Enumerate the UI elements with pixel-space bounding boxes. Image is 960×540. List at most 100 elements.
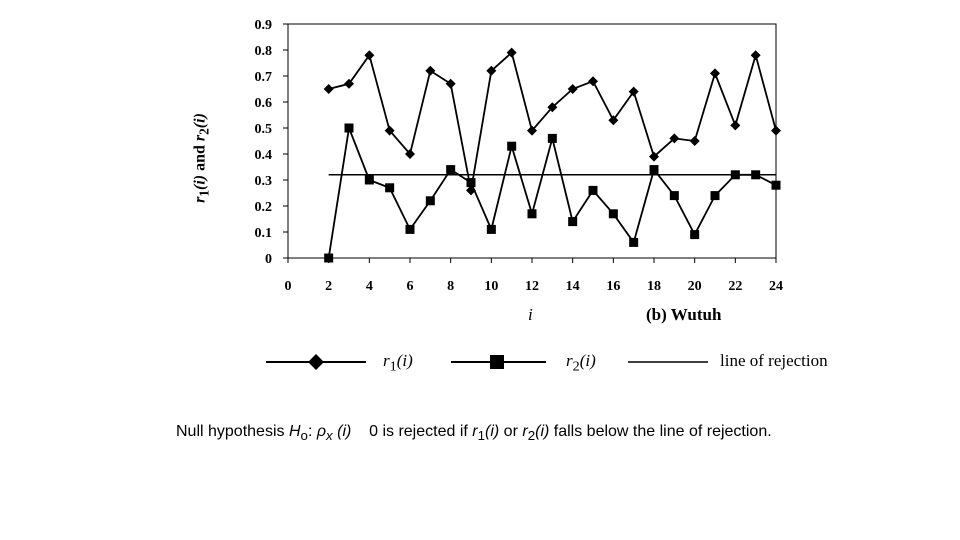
y-tick-label: 0.9 (255, 18, 273, 33)
plot-area (287, 23, 777, 259)
note-middle: 0 is rejected if (351, 423, 473, 440)
legend-r1-main: r (383, 351, 390, 370)
x-tick-label: 20 (688, 279, 702, 294)
r1-point (425, 65, 436, 76)
note-rho: ρ (316, 423, 326, 440)
y-tick-label: 0.4 (255, 148, 273, 163)
y-tick-label: 0.2 (255, 200, 273, 215)
r1-point (527, 125, 537, 136)
r1-point (344, 78, 354, 89)
r1-point (323, 84, 334, 94)
r2-point (486, 224, 496, 234)
r2-point (344, 123, 354, 133)
note-r1: r (472, 423, 478, 440)
x-tick-label: 0 (285, 279, 292, 294)
note-h: H (288, 423, 301, 440)
note-r2: r (522, 423, 528, 440)
legend-r1-label: r1(i) (383, 351, 413, 375)
y-ticks: 0 0.1 0.2 0.3 0.4 0.5 0.6 0.7 0.8 0.9 (255, 18, 288, 267)
r2-point (446, 165, 456, 175)
y-tick-label: 0.8 (255, 44, 273, 59)
ylabel-r2-arg: (i) (191, 113, 209, 129)
r2-point (568, 217, 578, 227)
r1-point (689, 136, 700, 146)
ylabel-r1-arg: (i) (191, 174, 209, 191)
x-tick-label: 4 (366, 279, 373, 294)
ylabel-r1-sub: 1 (196, 190, 212, 197)
legend-r2-main: r (566, 351, 573, 370)
r2-point (324, 253, 334, 263)
series-group (323, 47, 781, 263)
r2-point (710, 191, 720, 201)
y-tick-label: 0.5 (255, 122, 273, 137)
legend-r2-label: r2(i) (566, 351, 596, 375)
legend-marks (266, 354, 708, 370)
y-axis-label: r1(i) and r2(i) (191, 113, 212, 203)
x-tick-label: 6 (407, 279, 414, 294)
note-r2-arg: (i) (535, 423, 550, 440)
y-tick-label: 0.7 (255, 70, 273, 85)
legend-r2-sub: 2 (572, 358, 580, 375)
ylabel-r1: r (191, 196, 209, 203)
x-tick-label: 12 (525, 279, 539, 294)
note-prefix: Null hypothesis (176, 423, 289, 440)
r1-point (649, 151, 659, 162)
note-colon: : (307, 423, 317, 440)
ylabel-r2: r (191, 134, 209, 142)
legend-r1-arg: (i) (396, 351, 413, 370)
y-tick-label: 0.1 (255, 226, 273, 241)
note-r1-sub: 1 (477, 428, 486, 444)
r1-point (730, 120, 741, 131)
x-tick-label: 2 (325, 279, 332, 294)
x-tick-label: 14 (566, 279, 580, 294)
r2-point (629, 237, 639, 247)
r1-point (547, 102, 558, 113)
x-tick-label: 10 (484, 279, 498, 294)
ylabel-and: and (191, 145, 209, 171)
r1-point (628, 86, 639, 97)
r2-point (385, 183, 395, 193)
y-tick-label: 0.6 (255, 96, 273, 111)
x-tick-label: 16 (606, 279, 620, 294)
r2-point (669, 191, 679, 201)
r1-point (710, 68, 720, 79)
r1-point (588, 76, 598, 87)
note-rho-sub: x (326, 428, 333, 444)
r1-point (384, 125, 395, 136)
note-h-sub: o (300, 428, 308, 444)
legend-r1-sub: 1 (389, 358, 397, 375)
legend-r2-marker (490, 355, 504, 369)
x-ticks: 0 2 4 6 8 10 12 14 16 18 20 22 24 (285, 258, 783, 294)
note-suffix: falls below the line of rejection. (549, 423, 772, 440)
series-line-1 (328, 50, 777, 191)
legend-r2-arg: (i) (579, 351, 596, 370)
note-r2-sub: 2 (527, 428, 536, 444)
r2-point (507, 141, 517, 151)
r1-point (364, 50, 375, 61)
r1-point (445, 78, 456, 89)
note-rho-arg: (i) (332, 423, 352, 440)
r2-point (364, 175, 374, 185)
x-axis-label: i (528, 305, 533, 324)
r1-point (405, 149, 415, 159)
r2-point (588, 185, 598, 195)
x-tick-label: 22 (728, 279, 742, 294)
null-hypothesis-note: Null hypothesis Ho: ρx (i) 0 is rejected… (176, 423, 772, 443)
r2-point (690, 230, 700, 240)
r1-point (771, 125, 781, 136)
r2-point (608, 209, 618, 219)
r1-point (750, 50, 761, 61)
r2-point (466, 178, 476, 188)
r1-point (506, 47, 517, 58)
note-r1-arg: (i) (485, 423, 500, 440)
r1-point (486, 65, 497, 76)
series-line-2 (327, 124, 777, 259)
y-tick-label: 0 (265, 252, 272, 267)
r2-point (527, 209, 537, 219)
r2-point (405, 224, 415, 234)
legend-r1-marker (308, 354, 324, 370)
x-tick-label: 8 (447, 279, 454, 294)
r1-point (567, 84, 578, 94)
r2-point (771, 180, 781, 190)
